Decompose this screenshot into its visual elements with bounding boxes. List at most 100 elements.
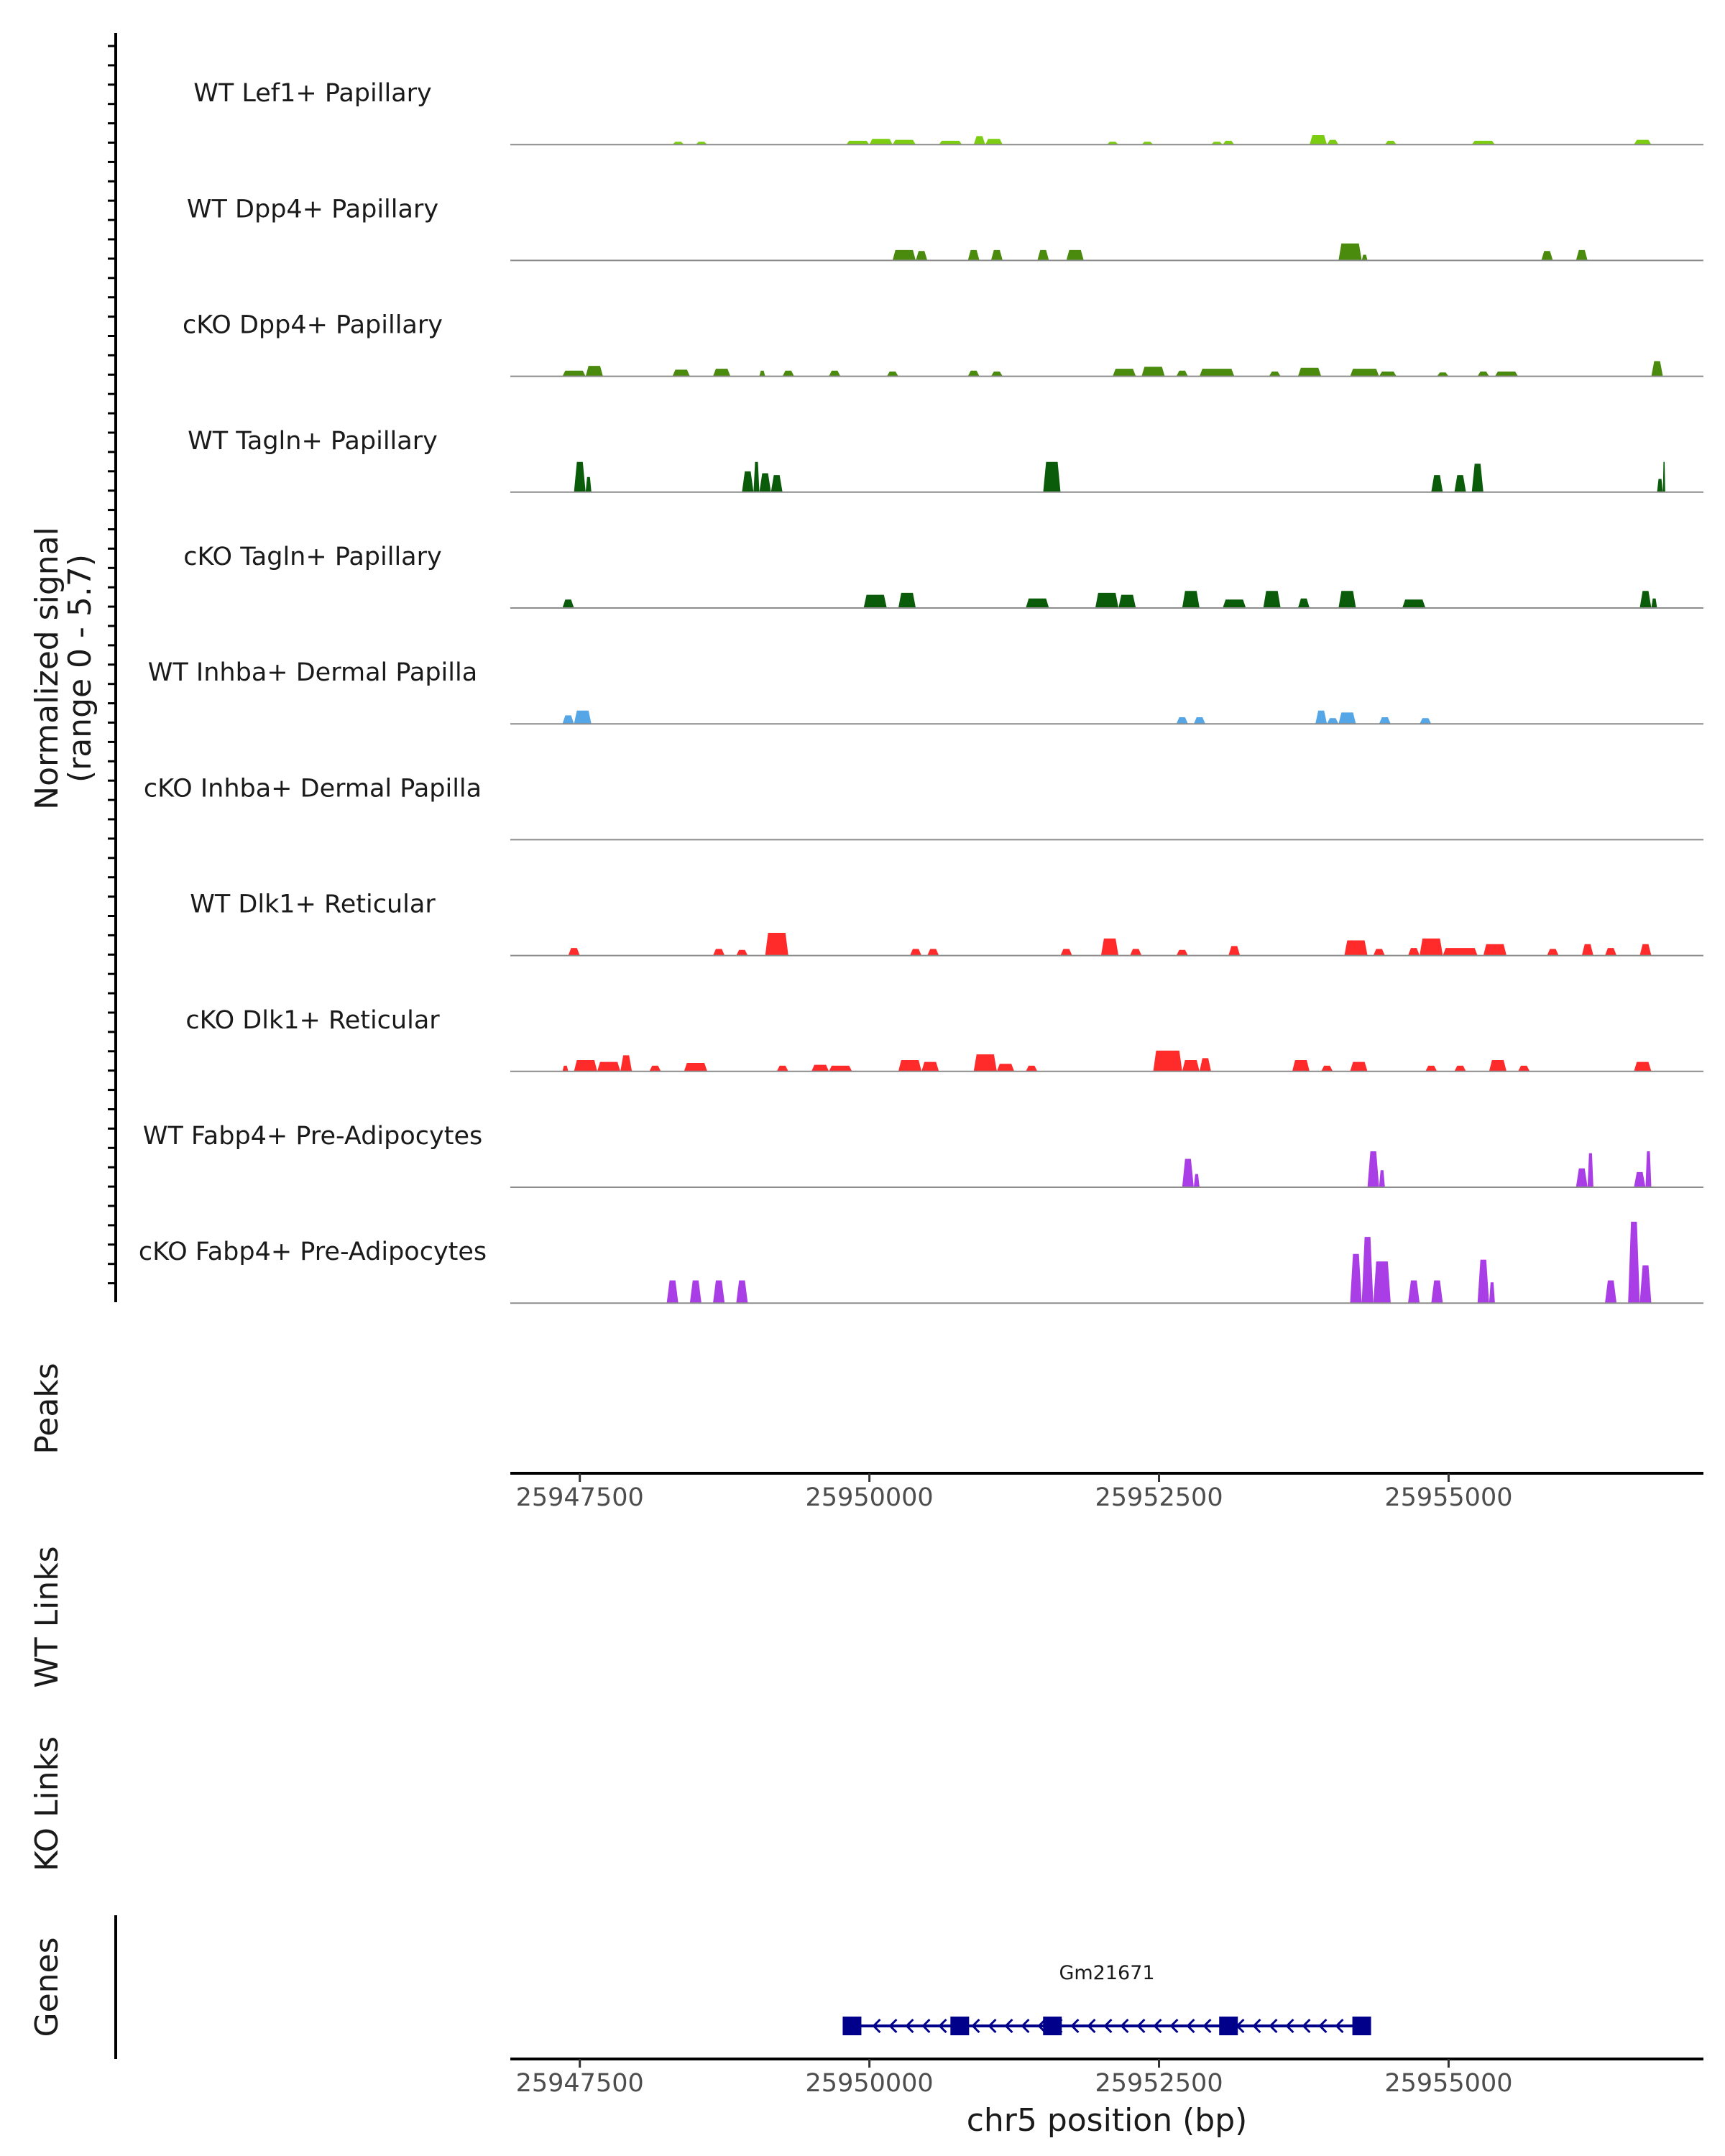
strand-arrow (921, 2018, 931, 2034)
signal-tracks: WT Lef1+ Papillary WT Dpp4+ Papillary cKO … (139, 79, 1703, 1304)
signal-peak (770, 475, 783, 492)
signal-peak (1338, 243, 1362, 261)
wt-links-label: WT Links (29, 1546, 65, 1687)
track-label: WT Dlk1+ Reticular (190, 890, 436, 919)
signal-peak (1228, 946, 1241, 956)
signal-peak (1425, 1065, 1438, 1072)
strand-arrow (1070, 2018, 1080, 2034)
strand-arrow (988, 2018, 997, 2034)
signal-peak (1130, 949, 1142, 956)
track-5: WT Inhba+ Dermal Papilla (148, 658, 1703, 725)
gene-exon (842, 2017, 862, 2035)
signal-peak (1477, 372, 1489, 377)
signal-peak (1379, 372, 1397, 377)
signal-peak (1026, 1065, 1038, 1072)
signal-peak (886, 372, 898, 377)
signal-peak (921, 1061, 939, 1072)
signal-peak (1263, 591, 1281, 608)
signal-peak (1634, 139, 1652, 145)
signal-peak (585, 476, 592, 492)
track-1: WT Dpp4+ Papillary (187, 195, 1703, 262)
signal-peak (1489, 1060, 1506, 1072)
signal-peak (574, 1060, 597, 1072)
signal-peak (939, 140, 962, 145)
signal-peak (1327, 718, 1339, 724)
strand-arrow (938, 2018, 947, 2034)
signal-peak (1373, 1261, 1391, 1304)
gene-track: Gm21671 (842, 1962, 1371, 2035)
signal-peak (1310, 135, 1328, 145)
x-tick-label: 25955000 (1384, 2069, 1512, 2098)
signal-peak (585, 366, 603, 377)
x-tick-label: 25952500 (1095, 1483, 1223, 1512)
x-tick-label: 25950000 (806, 2069, 934, 2098)
signal-peak (1384, 140, 1397, 145)
signal-peak (829, 370, 841, 377)
signal-peak (1361, 254, 1368, 261)
signal-peak (1350, 1061, 1368, 1072)
signal-peak (1645, 1151, 1652, 1187)
signal-peak (1100, 938, 1119, 956)
signal-peak (898, 1060, 922, 1072)
signal-peak (1223, 140, 1235, 145)
gene-exon (1219, 2017, 1238, 2035)
signal-peak (1420, 718, 1432, 724)
strand-arrow (1136, 2018, 1146, 2034)
signal-peak (1223, 599, 1246, 608)
track-label: WT Fabp4+ Pre-Adipocytes (143, 1122, 482, 1151)
signal-peak (1587, 1153, 1593, 1187)
signal-peak (967, 370, 980, 377)
signal-peak (1634, 1171, 1646, 1187)
signal-peak (1153, 1050, 1182, 1072)
signal-peak (1327, 139, 1339, 145)
strand-arrow (1269, 2018, 1278, 2034)
signal-peak (713, 369, 731, 377)
signal-peak (562, 599, 574, 608)
gene-exon (1043, 2017, 1062, 2035)
signal-peak (1471, 140, 1495, 145)
signal-peak (1141, 367, 1165, 377)
genes-label: Genes (29, 1937, 65, 2037)
track-label: WT Dpp4+ Papillary (187, 195, 438, 224)
signal-peak (1477, 1259, 1489, 1304)
strand-arrow (1120, 2018, 1129, 2034)
signal-peak (898, 592, 916, 608)
ko-links-label: KO Links (29, 1736, 65, 1871)
signal-peak (1518, 1065, 1530, 1072)
signal-peak (1338, 591, 1356, 608)
x-tick-label: 25950000 (806, 1483, 934, 1512)
strand-arrow (971, 2018, 980, 2034)
track-7: WT Dlk1+ Reticular (190, 890, 1703, 957)
track-label: cKO Tagln+ Papillary (183, 543, 442, 571)
signal-peak (1379, 717, 1391, 724)
strand-arrow (888, 2018, 898, 2034)
track-label: cKO Inhba+ Dermal Papilla (144, 774, 482, 803)
signal-peak (892, 249, 916, 261)
signal-peak (1443, 948, 1478, 956)
track-2: cKO Dpp4+ Papillary (183, 311, 1703, 377)
signal-peak (1576, 1168, 1588, 1187)
signal-peak (1193, 1174, 1200, 1187)
signal-peak (1628, 1222, 1640, 1304)
signal-peak (990, 249, 1003, 261)
x-axis-title: chr5 position (bp) (967, 2102, 1248, 2139)
signal-peak (1350, 369, 1379, 377)
signal-peak (759, 370, 765, 377)
signal-peak (574, 710, 592, 724)
signal-peak (1095, 592, 1119, 608)
signal-peak (1639, 944, 1652, 956)
signal-peak (811, 1064, 829, 1072)
track-label: cKO Dlk1+ Reticular (185, 1006, 440, 1035)
signal-peak (1431, 475, 1443, 492)
signal-peak (736, 1280, 748, 1304)
signal-peak (1605, 948, 1617, 956)
track-4: cKO Tagln+ Papillary (183, 543, 1703, 609)
signal-peak (1657, 479, 1663, 492)
signal-peak (1373, 949, 1385, 956)
signal-peak (1408, 948, 1420, 956)
strand-arrow (1087, 2018, 1096, 2034)
signal-peak (1402, 599, 1426, 608)
signal-peak (597, 1061, 621, 1072)
track-label: cKO Fabp4+ Pre-Adipocytes (139, 1238, 487, 1266)
